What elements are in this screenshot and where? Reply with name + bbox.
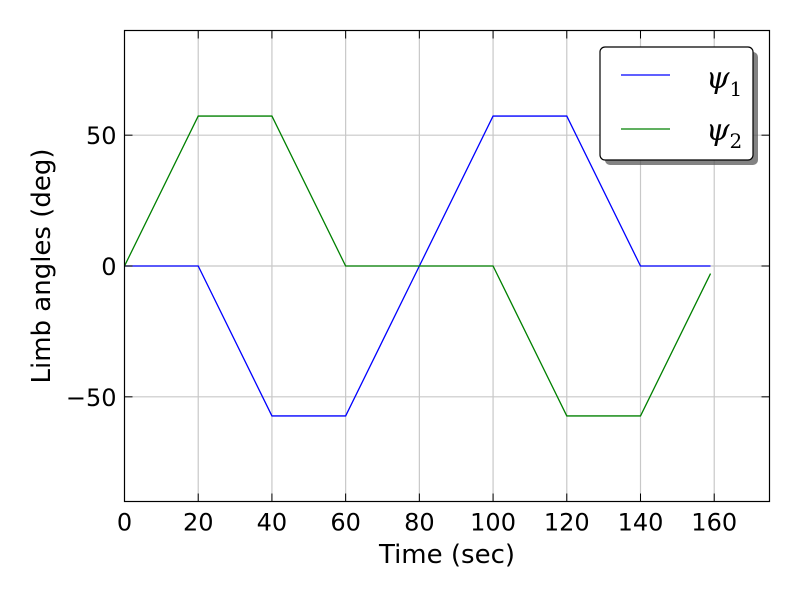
axis-ticks: 0 20 40 60 80 100 120 140 160 −50 0 50 xyxy=(66,30,770,537)
x-tick-label: 40 xyxy=(257,509,288,537)
legend-label-psi1: ψ1 xyxy=(706,61,742,101)
legend-label-psi2: ψ2 xyxy=(706,113,742,153)
legend: ψ1 ψ2 xyxy=(599,46,758,165)
x-tick-label: 0 xyxy=(117,509,132,537)
x-tick-label: 20 xyxy=(183,509,214,537)
x-tick-label: 60 xyxy=(330,509,361,537)
series-lines xyxy=(123,115,712,417)
x-tick-label: 80 xyxy=(404,509,435,537)
y-tick-label: −50 xyxy=(66,384,117,412)
x-tick-label: 160 xyxy=(691,509,737,537)
series-line-psi2 xyxy=(123,115,712,417)
y-tick-label: 0 xyxy=(101,253,116,281)
x-axis-title: Time (sec) xyxy=(378,540,515,570)
x-tick-label: 140 xyxy=(618,509,664,537)
y-tick-label: 50 xyxy=(86,122,117,150)
x-tick-label: 100 xyxy=(470,509,516,537)
y-axis-title: Limb angles (deg) xyxy=(27,148,57,383)
x-tick-label: 120 xyxy=(544,509,590,537)
